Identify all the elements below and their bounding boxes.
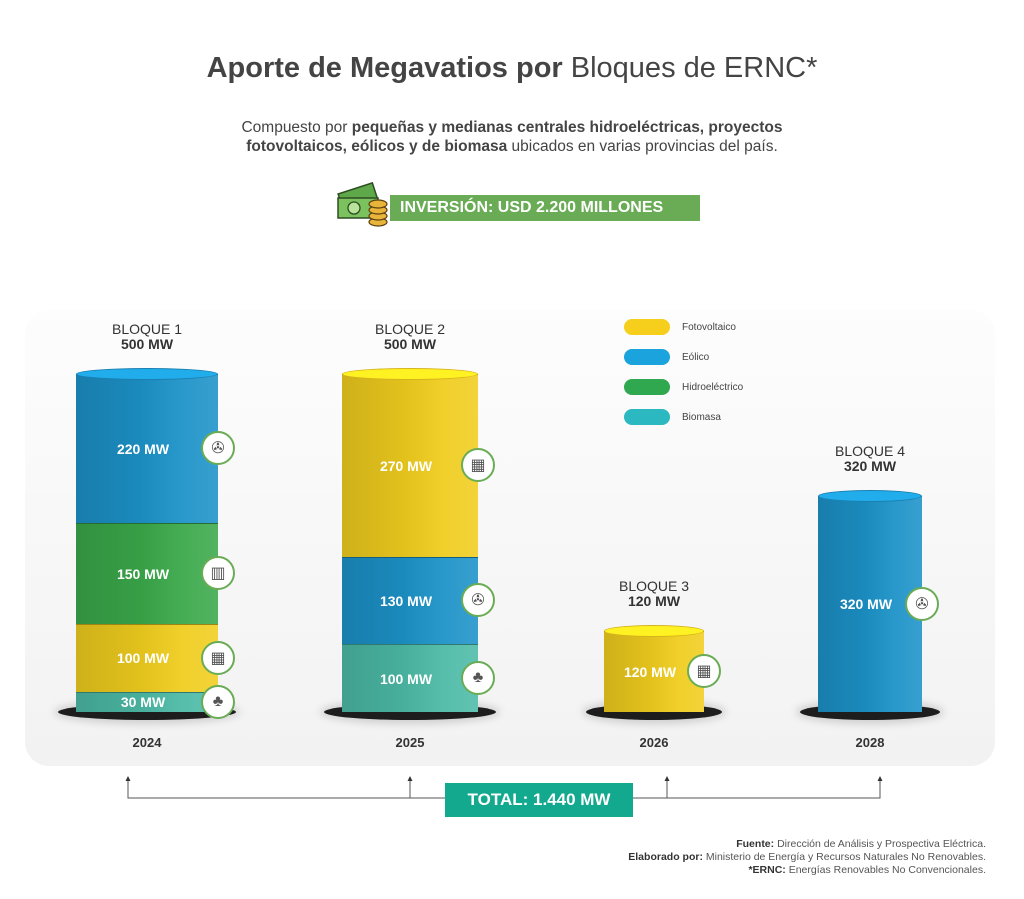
year-label: 2028 [855, 735, 885, 750]
bar-segment: 130 MW [342, 556, 478, 645]
footer-label: Elaborado por: [628, 851, 703, 863]
legend-swatch [624, 319, 670, 335]
solar-panel-icon: ▦ [687, 654, 721, 689]
bar-segment: 30 MW [76, 691, 218, 713]
footer-made-by: Elaborado por: Ministerio de Energía y R… [628, 851, 986, 864]
footer: Fuente: Dirección de Análisis y Prospect… [628, 838, 986, 877]
solar-panel-icon: ▦ [461, 448, 495, 483]
legend-label: Eólico [682, 351, 710, 363]
footer-text: Energías Renovables No Convencionales. [788, 864, 986, 876]
bar-segment: 220 MW [76, 374, 218, 523]
block-total: 120 MW [627, 592, 681, 609]
legend-swatch [624, 409, 670, 425]
block-name: BLOQUE 2 [374, 321, 446, 337]
bar-segment: 100 MW [76, 624, 218, 692]
legend-item: Hidroeléctrico [624, 379, 743, 395]
footer-label: *ERNC: [748, 864, 786, 876]
segment-label: 120 MW [623, 663, 677, 680]
block-total: 320 MW [843, 457, 897, 474]
segment-label: 150 MW [116, 565, 170, 582]
segment-label: 220 MW [116, 440, 170, 457]
subtitle: Compuesto por pequeñas y medianas centra… [0, 118, 1024, 156]
block-title: BLOQUE 4 320 MW [790, 442, 950, 474]
footer-text: Dirección de Análisis y Prospectiva Eléc… [777, 838, 986, 850]
bar-segment: 270 MW [342, 374, 478, 557]
block-total: 500 MW [120, 336, 174, 352]
segment-label: 100 MW [379, 670, 433, 687]
wind-turbine-icon: ✇ [461, 583, 495, 618]
block-title: BLOQUE 1 500 MW [67, 322, 227, 352]
title-bold: Aporte de Megavatios por [206, 52, 563, 84]
biomass-icon: ♣ [201, 684, 235, 719]
legend-swatch [624, 349, 670, 365]
footer-source: Fuente: Dirección de Análisis y Prospect… [628, 838, 986, 851]
segment-label: 100 MW [116, 650, 170, 667]
total-badge: TOTAL: 1.440 MW [445, 783, 633, 817]
biomass-icon: ♣ [461, 661, 495, 696]
hydro-dam-icon: ▥ [201, 556, 235, 591]
legend-swatch [624, 379, 670, 395]
money-coins-icon [337, 182, 388, 227]
cylinder: 320 MW [818, 489, 922, 713]
cylinder-cap [818, 489, 922, 502]
cylinder: 120 MW [604, 624, 704, 713]
cylinder: 100 MW 130 MW 270 MW [342, 368, 478, 712]
subtitle-part: Compuesto por [241, 119, 348, 136]
wind-turbine-icon: ✇ [201, 431, 235, 466]
bar-segment: 120 MW [604, 630, 704, 713]
year-label: 2026 [639, 735, 669, 750]
bar-segment: 100 MW [342, 644, 478, 712]
bar-segment: 150 MW [76, 522, 218, 625]
cylinder-cap [604, 624, 704, 637]
footer-label: Fuente: [736, 838, 775, 850]
year-label: 2024 [132, 735, 162, 750]
year-label: 2025 [395, 735, 425, 750]
segment-label: 130 MW [379, 592, 433, 609]
title-light: Bloques de ERNC* [570, 52, 818, 84]
solar-panel-icon: ▦ [201, 640, 235, 675]
block-name: BLOQUE 4 [834, 442, 906, 459]
investment-banner: INVERSIÓN: USD 2.200 MILLONES [390, 195, 700, 221]
subtitle-part: ubicados en varias provincias del país. [511, 138, 778, 155]
block-name: BLOQUE 1 [111, 321, 183, 337]
legend-label: Biomasa [682, 411, 721, 423]
segment-label: 270 MW [379, 457, 433, 474]
page-title: Aporte de Megavatios por Bloques de ERNC… [0, 52, 1024, 85]
segment-label: 30 MW [120, 694, 166, 711]
legend-label: Fotovoltaico [682, 321, 736, 333]
legend-item: Eólico [624, 349, 709, 365]
block-title: BLOQUE 2 500 MW [330, 322, 490, 352]
cylinder: 30 MW 100 MW 150 MW 220 MW [76, 368, 218, 713]
cylinder-cap [342, 368, 478, 380]
bar-segment: 320 MW [818, 495, 922, 713]
wind-turbine-icon: ✇ [905, 586, 939, 621]
block-title: BLOQUE 3 120 MW [574, 577, 734, 609]
segment-label: 320 MW [839, 596, 893, 613]
subtitle-bold: pequeñas y medianas centrales hidroeléct… [246, 119, 783, 155]
block-name: BLOQUE 3 [618, 577, 690, 594]
legend-item: Fotovoltaico [624, 319, 736, 335]
footer-ernc: *ERNC: Energías Renovables No Convencion… [628, 864, 986, 877]
block-total: 500 MW [383, 336, 437, 352]
legend-label: Hidroeléctrico [682, 381, 744, 393]
footer-text: Ministerio de Energía y Recursos Natural… [705, 851, 986, 863]
cylinder-cap [76, 368, 218, 380]
legend-item: Biomasa [624, 409, 721, 425]
